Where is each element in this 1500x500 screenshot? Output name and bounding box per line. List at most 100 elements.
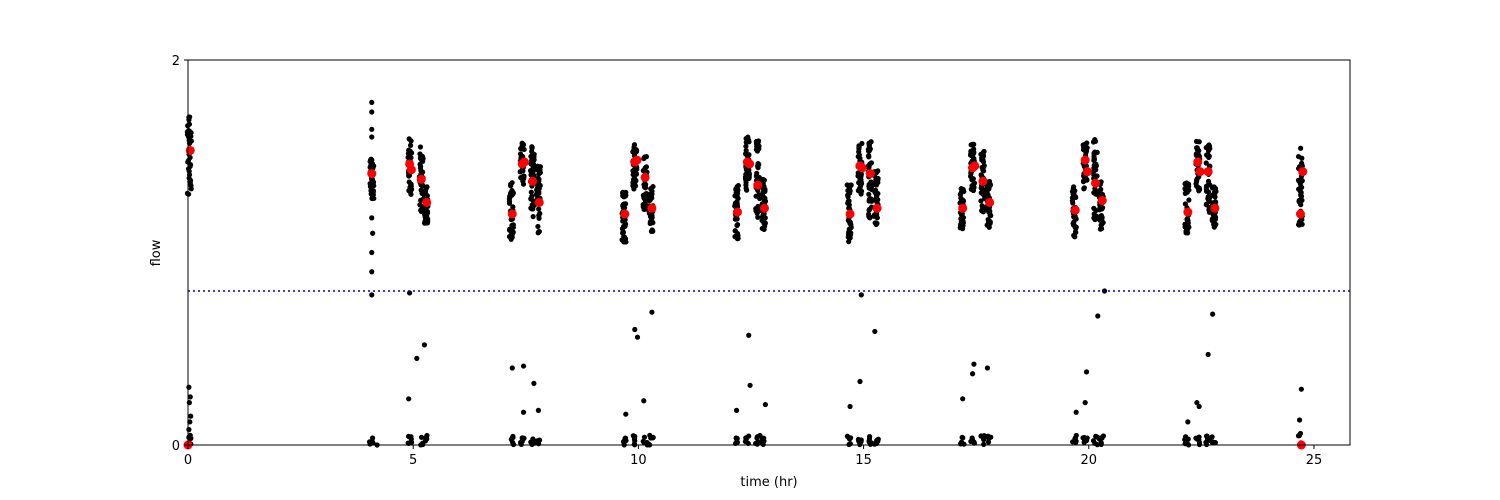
- data-point: [421, 342, 428, 348]
- data-point: [755, 161, 761, 167]
- data-point: [1073, 216, 1079, 222]
- data-point: [846, 229, 852, 236]
- mean-point: [1091, 178, 1101, 188]
- data-point: [754, 435, 760, 441]
- data-point: [537, 164, 543, 170]
- data-point: [529, 202, 535, 208]
- data-point: [1081, 186, 1087, 192]
- data-point: [875, 436, 881, 442]
- data-point: [745, 171, 751, 177]
- data-point: [978, 198, 984, 204]
- mean-point: [760, 203, 769, 213]
- data-point: [633, 178, 639, 184]
- mean-point: [857, 163, 867, 173]
- data-point: [1196, 403, 1202, 410]
- data-point: [640, 438, 646, 444]
- data-point: [1071, 194, 1078, 200]
- data-point: [985, 439, 992, 445]
- data-point: [506, 198, 513, 204]
- data-point: [406, 396, 412, 402]
- data-point: [528, 439, 534, 445]
- mean-point: [1082, 167, 1092, 177]
- y-axis-label: flow: [149, 239, 164, 266]
- data-point: [530, 162, 536, 168]
- data-point: [1072, 229, 1079, 235]
- data-point: [1100, 219, 1106, 226]
- data-point: [866, 154, 872, 160]
- x-tick-label: 5: [409, 453, 417, 468]
- data-point: [855, 188, 862, 194]
- mean-point: [732, 207, 742, 217]
- data-point: [755, 214, 761, 220]
- data-point: [422, 218, 428, 225]
- data-point: [1082, 146, 1088, 153]
- data-point: [978, 185, 984, 191]
- data-point: [369, 195, 375, 201]
- data-point: [531, 380, 537, 386]
- data-point: [368, 188, 374, 194]
- data-point: [646, 441, 652, 448]
- data-point: [987, 219, 993, 225]
- data-point: [527, 168, 534, 174]
- data-point: [1297, 181, 1303, 187]
- mean-point: [1210, 203, 1220, 213]
- data-point: [747, 382, 753, 388]
- data-point: [620, 229, 627, 235]
- data-point: [508, 236, 514, 242]
- data-point: [506, 227, 513, 233]
- data-point: [528, 172, 534, 178]
- mean-point: [978, 176, 988, 186]
- data-point: [537, 210, 543, 217]
- x-tick-label: 20: [1081, 453, 1098, 468]
- data-point: [518, 175, 524, 181]
- x-axis-ticks: 0 5 10 15 20 25: [184, 445, 1322, 468]
- data-point: [957, 441, 964, 447]
- y-tick-label: 0: [172, 439, 180, 454]
- data-point: [369, 134, 375, 140]
- data-point: [733, 407, 740, 413]
- data-point: [649, 218, 655, 224]
- data-point: [1184, 180, 1190, 186]
- data-point: [623, 411, 629, 417]
- data-point: [1098, 441, 1104, 448]
- data-point: [369, 292, 375, 298]
- data-point: [984, 365, 991, 371]
- mean-point: [1080, 155, 1090, 165]
- data-point: [1207, 145, 1213, 152]
- data-point: [874, 215, 880, 221]
- data-point: [186, 427, 192, 433]
- data-point: [855, 170, 861, 176]
- data-point: [1296, 197, 1302, 204]
- data-point: [186, 117, 192, 123]
- data-point: [1295, 222, 1302, 228]
- data-point: [1203, 433, 1210, 439]
- data-point: [368, 157, 374, 163]
- data-point: [1194, 436, 1200, 442]
- data-point: [866, 148, 872, 154]
- data-point: [371, 163, 377, 169]
- data-point: [846, 185, 853, 191]
- data-point: [1297, 430, 1304, 437]
- data-point: [1297, 188, 1303, 194]
- data-point: [960, 396, 966, 402]
- data-point: [621, 234, 627, 240]
- data-point: [980, 209, 986, 215]
- data-point: [632, 438, 638, 444]
- data-point: [520, 181, 527, 187]
- mean-point: [845, 209, 855, 219]
- data-point: [187, 432, 193, 438]
- data-point: [874, 194, 880, 200]
- data-point: [867, 434, 873, 440]
- data-point: [407, 142, 414, 148]
- data-point: [980, 153, 987, 159]
- data-point: [1185, 220, 1191, 226]
- data-point: [632, 182, 638, 188]
- mean-point: [422, 197, 432, 207]
- data-point: [1183, 188, 1189, 194]
- mean-point: [865, 169, 875, 179]
- data-point: [620, 205, 626, 211]
- data-point: [759, 177, 765, 183]
- data-point: [959, 221, 965, 227]
- data-point: [407, 148, 413, 154]
- data-point: [422, 193, 428, 200]
